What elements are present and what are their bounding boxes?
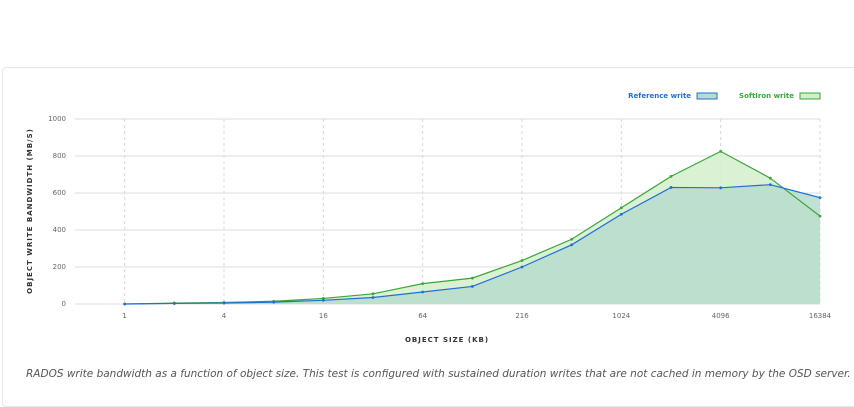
y-tick-label: 400 bbox=[53, 226, 66, 234]
data-point bbox=[570, 243, 574, 247]
data-point bbox=[371, 296, 375, 299]
x-axis-label: OBJECT SIZE (KB) bbox=[405, 336, 489, 344]
data-point bbox=[321, 298, 325, 302]
legend-swatch bbox=[696, 92, 718, 100]
data-point bbox=[421, 290, 425, 294]
data-point bbox=[172, 302, 176, 305]
data-point bbox=[818, 214, 822, 218]
data-point bbox=[421, 282, 425, 286]
data-point bbox=[520, 265, 524, 269]
x-tick-label: 1024 bbox=[612, 312, 630, 320]
data-point bbox=[719, 149, 723, 153]
data-point bbox=[520, 259, 524, 262]
y-tick-label: 600 bbox=[53, 189, 66, 197]
data-point bbox=[619, 206, 623, 210]
legend-swatch bbox=[799, 92, 821, 100]
x-tick-label: 1 bbox=[122, 312, 126, 320]
x-tick-label: 64 bbox=[418, 312, 427, 320]
data-point bbox=[669, 174, 673, 178]
data-point bbox=[371, 292, 375, 296]
data-point bbox=[669, 186, 673, 189]
data-point bbox=[768, 183, 772, 187]
y-tick-label: 200 bbox=[53, 263, 66, 271]
y-tick-label: 800 bbox=[53, 152, 66, 160]
data-point bbox=[570, 237, 574, 241]
x-tick-label: 16384 bbox=[809, 312, 832, 320]
series-area bbox=[124, 184, 820, 304]
y-tick-label: 0 bbox=[62, 300, 66, 308]
data-point bbox=[768, 176, 772, 180]
data-point bbox=[470, 276, 474, 280]
legend-label: Reference write bbox=[628, 92, 691, 100]
legend-label: SoftIron write bbox=[739, 92, 794, 100]
data-point bbox=[470, 285, 474, 288]
x-tick-label: 16 bbox=[319, 312, 328, 320]
x-tick-label: 216 bbox=[515, 312, 529, 320]
caption: RADOS write bandwidth as a function of o… bbox=[26, 368, 851, 380]
y-tick-label: 1000 bbox=[48, 115, 66, 123]
y-axis-label: OBJECT WRITE BANDWIDTH (MB/S) bbox=[26, 128, 34, 294]
data-point bbox=[123, 302, 127, 306]
data-point bbox=[272, 300, 276, 304]
data-point bbox=[818, 196, 822, 200]
data-point bbox=[619, 212, 623, 216]
data-point bbox=[719, 186, 723, 190]
data-point bbox=[222, 301, 226, 305]
x-tick-label: 4 bbox=[222, 312, 227, 320]
x-tick-label: 4096 bbox=[712, 312, 730, 320]
